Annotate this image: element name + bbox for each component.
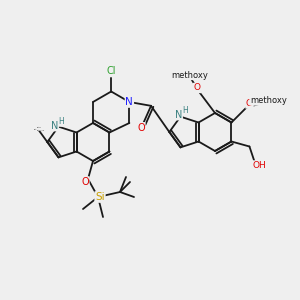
Text: methyl: methyl [34, 129, 39, 130]
Text: N: N [175, 110, 182, 120]
Text: H: H [58, 117, 64, 126]
Text: H: H [183, 106, 188, 115]
Text: O: O [194, 83, 200, 92]
Text: Si: Si [95, 192, 105, 202]
Text: Cl: Cl [106, 67, 116, 76]
Text: methoxy: methoxy [250, 96, 287, 105]
Text: OH: OH [253, 161, 266, 170]
Text: O: O [246, 99, 253, 108]
Text: N: N [125, 97, 133, 107]
Text: methoxy: methoxy [185, 71, 191, 73]
Text: N: N [51, 121, 58, 130]
Text: O: O [81, 177, 89, 187]
Text: methoxy: methoxy [172, 70, 208, 80]
Text: O: O [137, 123, 145, 133]
Text: methyl_line: methyl_line [36, 129, 45, 131]
Text: methyl: methyl [37, 127, 42, 128]
